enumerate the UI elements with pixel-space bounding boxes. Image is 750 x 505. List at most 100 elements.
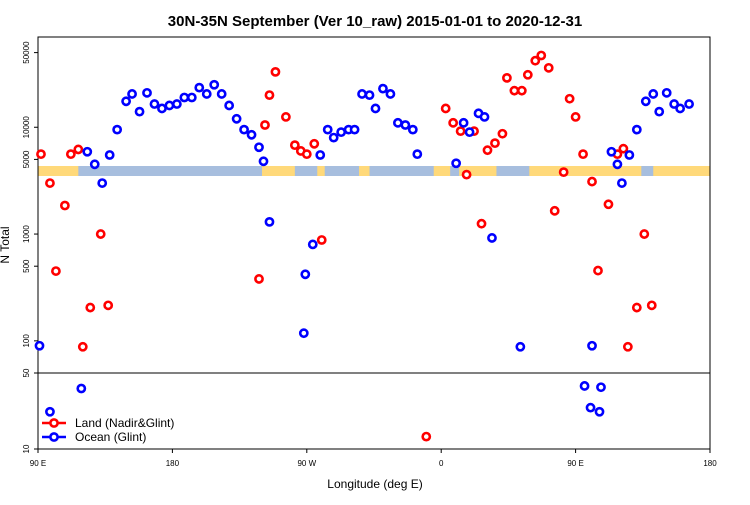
- x-tick-label: 90 E: [30, 459, 46, 468]
- ocean-point: [307, 239, 318, 250]
- land-point: [264, 90, 275, 101]
- ocean-point: [112, 124, 123, 135]
- land-point: [65, 149, 76, 160]
- ocean-point: [579, 381, 590, 391]
- ocean-point: [149, 99, 160, 109]
- land-point: [421, 431, 432, 442]
- land-point: [631, 302, 642, 313]
- land-point: [301, 149, 312, 160]
- ocean-point: [357, 89, 367, 99]
- y-axis-label: N Total: [0, 226, 12, 263]
- land-point: [254, 274, 264, 284]
- ocean-point: [606, 146, 617, 157]
- land-point: [639, 229, 650, 239]
- ocean-point: [298, 328, 309, 339]
- ocean-point: [458, 117, 469, 128]
- ocean-point: [392, 117, 403, 128]
- land-ocean-strip: [38, 166, 710, 176]
- ocean-point: [239, 124, 249, 135]
- ocean-point: [89, 159, 100, 170]
- land-point: [558, 167, 569, 178]
- ocean-point: [82, 146, 93, 157]
- land-point: [85, 302, 96, 313]
- land-point: [549, 205, 560, 216]
- ocean-point: [464, 127, 475, 138]
- land-point: [482, 145, 493, 156]
- ocean-point: [315, 150, 326, 160]
- ocean-point: [171, 99, 182, 109]
- y-tick-label: 1000: [22, 225, 31, 243]
- y-tick-label: 500: [22, 259, 31, 273]
- strip-land-segment: [653, 166, 710, 176]
- ocean-point: [157, 103, 167, 114]
- ocean-point: [378, 83, 388, 94]
- data-points: [34, 50, 694, 442]
- ocean-point: [412, 149, 423, 160]
- ocean-point: [349, 124, 360, 135]
- x-tick-label: 0: [439, 459, 444, 468]
- ocean-point: [209, 79, 220, 90]
- legend-ocean-label: Ocean (Glint): [75, 430, 146, 444]
- ocean-point: [336, 127, 347, 138]
- y-tick-label: 10: [22, 444, 31, 453]
- ocean-point: [216, 89, 227, 99]
- land-point: [36, 149, 46, 160]
- strip-land-segment: [359, 166, 370, 176]
- ocean-point: [631, 124, 642, 135]
- axes: 90 E 180 90 W 0 90 E 180 100 500 1000 5000 10000 50…: [22, 41, 717, 468]
- land-point: [530, 55, 541, 66]
- land-point: [543, 62, 554, 73]
- ocean-point: [400, 120, 411, 130]
- strip-ocean-band: [38, 166, 710, 176]
- ocean-point: [587, 340, 597, 351]
- y-tick-label: 5000: [22, 150, 31, 168]
- land-point: [270, 66, 281, 77]
- ocean-point: [684, 99, 694, 109]
- ocean-point: [45, 406, 55, 417]
- x-axis-label: Longitude (deg E): [327, 477, 422, 491]
- ocean-point: [186, 92, 197, 103]
- land-point: [570, 112, 581, 122]
- land-point: [476, 218, 487, 229]
- ocean-point: [669, 99, 680, 109]
- ocean-point: [164, 100, 175, 111]
- y-tick-label: 50: [22, 368, 31, 377]
- ocean-point: [231, 113, 242, 124]
- ocean-point: [127, 89, 137, 99]
- land-point: [522, 69, 533, 80]
- land-point: [77, 341, 88, 352]
- strip-land-segment: [38, 166, 79, 176]
- ocean-point: [264, 216, 275, 227]
- legend-land-label: Land (Nadir&Glint): [75, 416, 174, 430]
- ocean-point: [300, 269, 311, 280]
- ocean-point: [258, 156, 269, 167]
- land-point: [260, 120, 270, 130]
- land-point: [45, 178, 55, 188]
- land-point: [618, 143, 629, 154]
- chart-title: 30N-35N September (Ver 10_raw) 2015-01-0…: [168, 13, 582, 30]
- land-point: [593, 265, 603, 276]
- x-tick-label: 90 E: [567, 459, 583, 468]
- strip-land-segment: [459, 166, 497, 176]
- ocean-point: [328, 132, 339, 143]
- land-point: [51, 266, 61, 276]
- legend-ocean-marker: [49, 432, 59, 442]
- ocean-point: [585, 402, 596, 413]
- ocean-point: [76, 383, 87, 394]
- land-point: [536, 50, 547, 61]
- ocean-point: [616, 178, 627, 188]
- legend-land-marker: [49, 418, 59, 428]
- land-point: [509, 85, 520, 96]
- ocean-point: [487, 233, 497, 243]
- strip-land-segment: [433, 166, 451, 176]
- ocean-point: [640, 96, 651, 107]
- land-point: [516, 85, 527, 96]
- ocean-point: [104, 150, 115, 160]
- x-tick-label: 180: [703, 459, 717, 468]
- ocean-point: [201, 89, 212, 99]
- ocean-point: [224, 100, 235, 111]
- ocean-point: [515, 341, 526, 352]
- ocean-point: [364, 90, 375, 101]
- land-point: [490, 138, 500, 149]
